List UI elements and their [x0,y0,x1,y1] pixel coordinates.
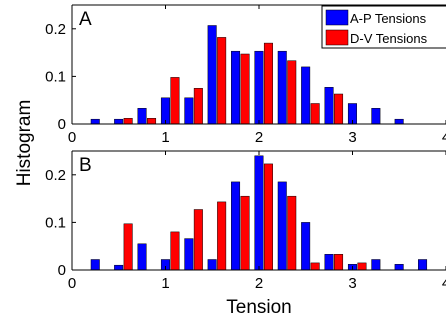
bar [287,60,297,125]
bar [123,223,133,271]
bar [217,201,227,271]
bar [334,254,344,271]
bar [263,163,273,271]
bar [184,97,194,125]
y-tick-label: 0.1 [45,68,66,85]
bar [254,155,264,271]
bar [301,66,311,125]
bar [277,50,287,125]
y-tick-label: 0.1 [45,214,66,231]
bar [114,118,124,125]
bar [394,118,404,125]
y-axis-label: Histogram [14,100,35,187]
bar [184,238,194,271]
bar [90,259,100,271]
bar [193,209,203,271]
bar [207,25,217,125]
bar [231,181,241,271]
bar [217,37,227,125]
x-tick-label: 2 [255,129,263,146]
y-tick-label: 0 [58,262,66,279]
x-tick-label: 2 [255,275,263,292]
bar [240,195,250,271]
x-axis-label: Tension [226,297,292,318]
bar [301,222,311,271]
bar [277,181,287,271]
x-tick-label: 1 [161,275,169,292]
x-tick-label: 0 [68,129,76,146]
bar [137,243,147,271]
bar [207,259,217,271]
series-ap [90,25,404,125]
bar [240,53,250,125]
bar [324,254,334,271]
bar [170,231,180,271]
legend-entry: A-P Tensions [350,11,427,26]
panel-label: B [79,155,92,176]
x-tick-label: 4 [442,129,446,146]
bar [193,88,203,125]
legend: A-P Tensions D-V Tensions [321,5,446,49]
x-tick-label: 4 [442,275,446,292]
series-ap [90,155,428,271]
legend-swatch [325,9,349,26]
bar [254,50,264,125]
bar [170,77,180,125]
bar [263,42,273,125]
bar [310,103,320,125]
bar [90,118,100,125]
x-tick-label: 3 [348,275,356,292]
bar [324,87,334,125]
y-tick-label: 0.2 [45,21,66,38]
x-tick-label: 1 [161,129,169,146]
bar [287,195,297,271]
panel-a: 0 1 2 3 4 0 0.1 0.2 A A-P Tensions D-V Tensions [45,4,446,146]
bar [137,108,147,125]
bar [334,93,344,125]
bar [357,262,367,271]
panel-label: A [79,9,92,30]
x-tick-label: 3 [348,129,356,146]
y-tick-label: 0 [58,116,66,133]
x-tick-label: 0 [68,275,76,292]
legend-entry: D-V Tensions [350,31,428,46]
bar [310,262,320,271]
bar [231,50,241,125]
bar [371,108,381,125]
series-dv [123,37,344,125]
panel-b: 0 1 2 3 4 0 0.1 0.2 B [45,150,446,292]
bar [123,118,133,125]
bar [114,264,124,271]
bar [371,259,381,271]
bar [394,264,404,271]
bar [418,259,428,271]
legend-swatch [325,29,349,46]
bar [147,118,157,125]
y-tick-label: 0.2 [45,167,66,184]
